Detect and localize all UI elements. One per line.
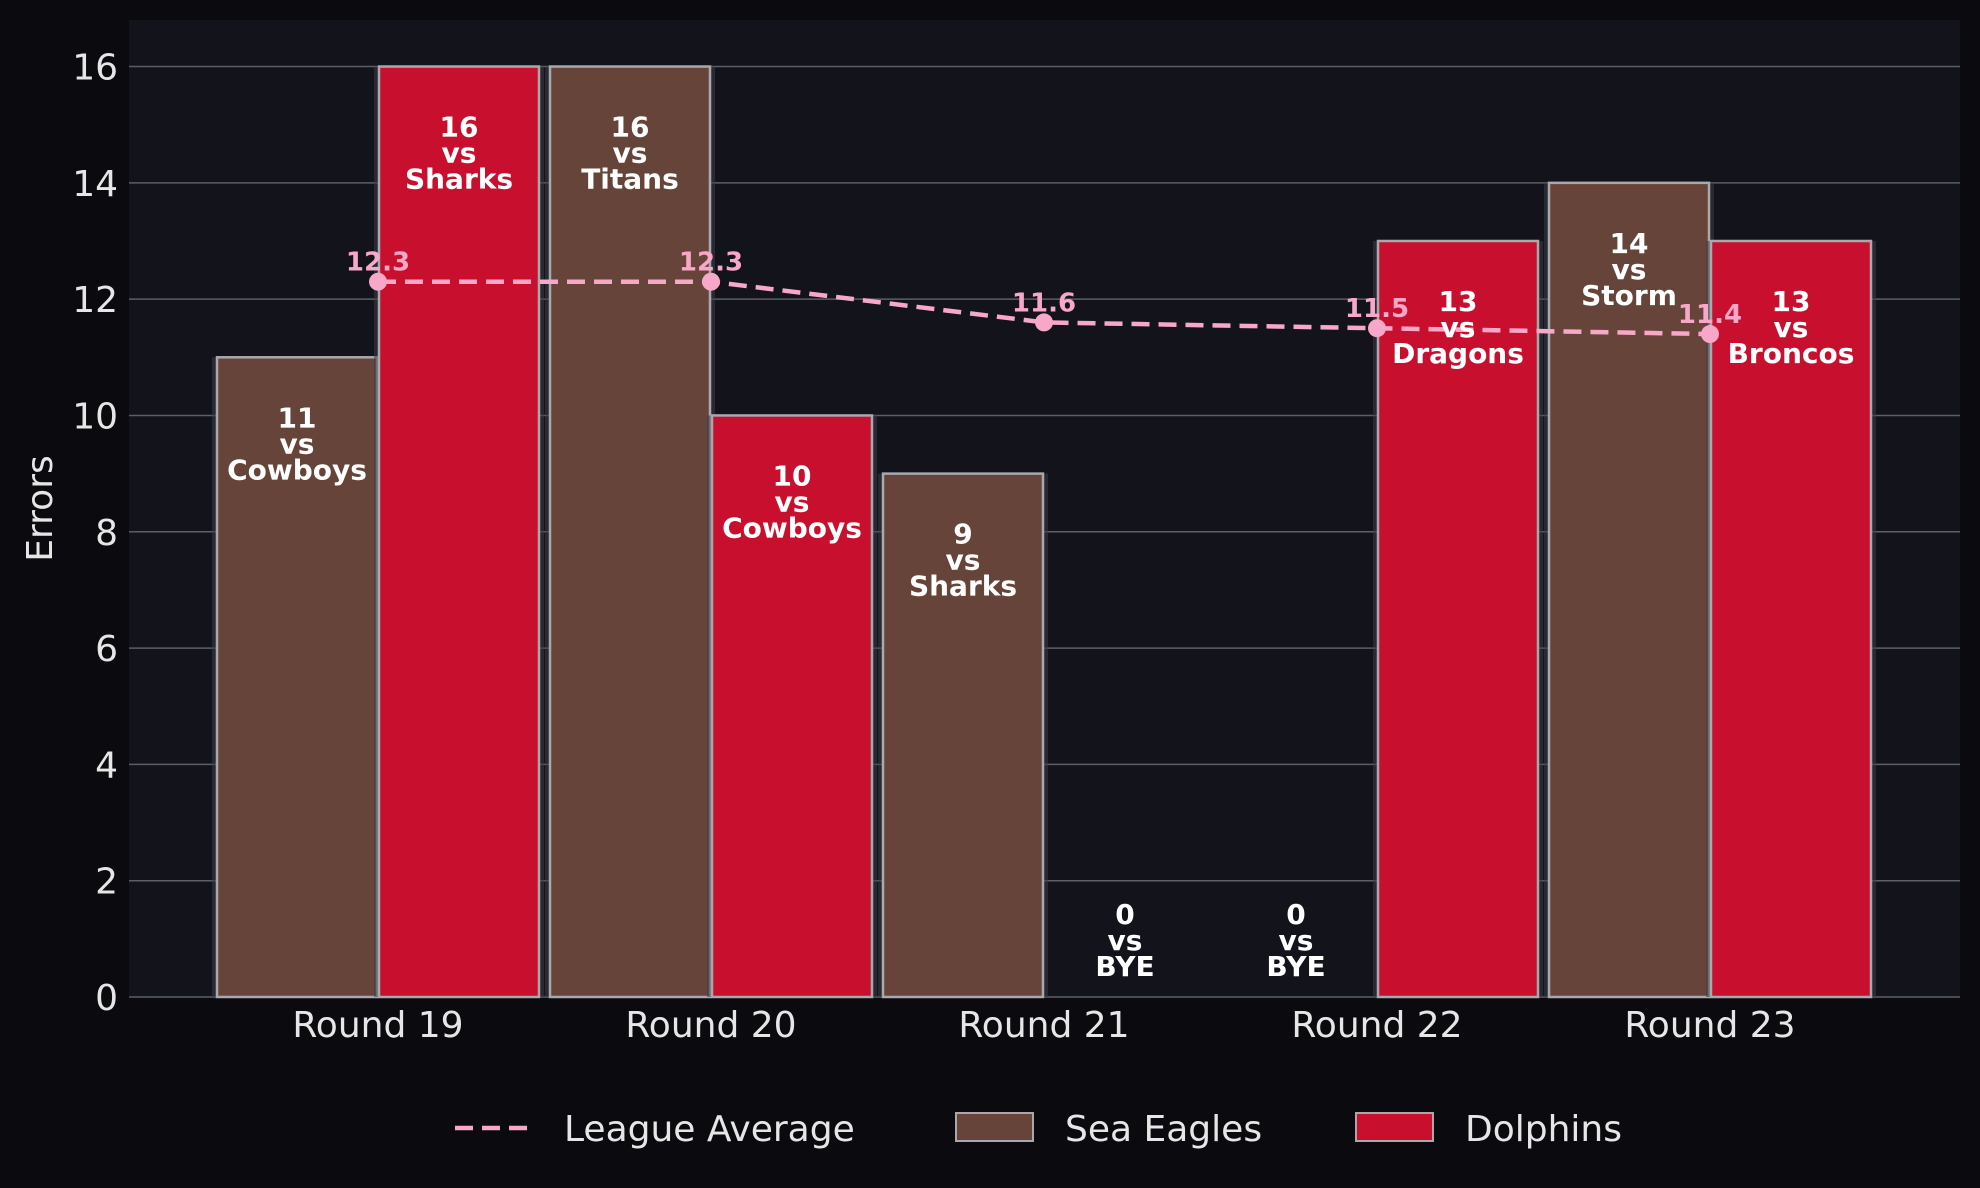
bar-vs-label: vs bbox=[280, 427, 315, 460]
league-average-point bbox=[1368, 319, 1386, 338]
bar-value-label: 13 bbox=[1772, 285, 1811, 318]
bars bbox=[212, 65, 1876, 999]
y-tick-label: 12 bbox=[72, 280, 118, 321]
bar-opponent-label: BYE bbox=[1095, 950, 1154, 983]
y-tick-label: 8 bbox=[95, 513, 118, 554]
bar-value-label: 11 bbox=[278, 401, 317, 434]
bar-value-label: 13 bbox=[1439, 285, 1478, 318]
league-average-value-label: 12.3 bbox=[346, 248, 410, 278]
league-average-path bbox=[378, 279, 1711, 337]
bar-vs-label: vs bbox=[613, 137, 648, 170]
y-tick-label: 14 bbox=[72, 164, 118, 205]
x-tick-label: Round 19 bbox=[292, 1005, 463, 1046]
league-average-line: 12.3 12.3 11.6 11.5 11.4 bbox=[346, 248, 1742, 344]
y-tick-label: 0 bbox=[95, 978, 118, 1019]
x-tick-label: Round 22 bbox=[1291, 1005, 1462, 1046]
league-average-value-label: 11.5 bbox=[1345, 294, 1409, 324]
bar-value-label: 14 bbox=[1610, 227, 1649, 260]
bar-opponent-label: Cowboys bbox=[227, 453, 367, 486]
bar-opponent-label: Dragons bbox=[1392, 337, 1524, 370]
x-tick-label: Round 23 bbox=[1624, 1005, 1795, 1046]
y-tick-label: 6 bbox=[95, 629, 118, 670]
legend: League Average Sea Eagles Dolphins bbox=[455, 1109, 1622, 1150]
y-tick-label: 16 bbox=[72, 48, 118, 89]
bar-value-label: 10 bbox=[773, 459, 812, 492]
x-tick-label: Round 20 bbox=[625, 1005, 796, 1046]
league-average-value-label: 12.3 bbox=[679, 248, 743, 278]
legend-swatch-sea-eagles bbox=[955, 1112, 1034, 1142]
league-average-point bbox=[1035, 313, 1053, 332]
y-tick-label: 2 bbox=[95, 862, 118, 903]
bar-sea-eagles bbox=[881, 472, 1045, 999]
legend-label: Sea Eagles bbox=[1065, 1109, 1262, 1150]
y-tick-label: 4 bbox=[95, 745, 118, 786]
league-average-value-label: 11.6 bbox=[1012, 288, 1076, 318]
bar-vs-label: vs bbox=[1279, 924, 1314, 957]
bar-vs-label: vs bbox=[442, 137, 477, 170]
bar-labels: 11vsCowboys16vsTitans9vsSharks0vsBYE14vs… bbox=[227, 111, 1854, 983]
bar-value-label: 0 bbox=[1286, 898, 1305, 931]
bar-opponent-label: Cowboys bbox=[722, 511, 862, 544]
bar-opponent-label: Sharks bbox=[405, 163, 513, 196]
league-average-point bbox=[369, 272, 387, 291]
bar-dolphins bbox=[377, 65, 541, 999]
league-average-point bbox=[702, 272, 720, 291]
bar-vs-label: vs bbox=[775, 485, 810, 518]
bar-value-label: 9 bbox=[953, 518, 972, 551]
legend-swatch-dolphins bbox=[1355, 1112, 1434, 1142]
legend-label: League Average bbox=[564, 1109, 855, 1150]
bar-value-label: 16 bbox=[440, 111, 479, 144]
legend-label: Dolphins bbox=[1465, 1109, 1622, 1150]
bar-vs-label: vs bbox=[946, 544, 981, 577]
bar-vs-label: vs bbox=[1441, 311, 1476, 344]
axes: 0 2 4 6 8 10 12 14 16 Errors Round 19 Round 20 Round… bbox=[20, 48, 1796, 1046]
bar-dolphins bbox=[1709, 239, 1873, 999]
y-axis-label: Errors bbox=[20, 455, 61, 562]
x-tick-label: Round 21 bbox=[958, 1005, 1129, 1046]
y-tick-label: 10 bbox=[72, 396, 118, 437]
league-average-value-label: 11.4 bbox=[1678, 300, 1742, 330]
bar-sea-eagles bbox=[1547, 181, 1711, 999]
bar-value-label: 0 bbox=[1115, 898, 1134, 931]
bar-opponent-label: Titans bbox=[581, 163, 679, 196]
league-average-point bbox=[1701, 325, 1719, 344]
bar-opponent-label: Sharks bbox=[909, 570, 1017, 603]
bar-opponent-label: Broncos bbox=[1728, 337, 1855, 370]
bar-dolphins bbox=[1376, 239, 1540, 999]
bar-sea-eagles bbox=[548, 65, 712, 999]
bar-opponent-label: Storm bbox=[1581, 279, 1677, 312]
bar-dolphins bbox=[710, 414, 874, 999]
bar-opponent-label: BYE bbox=[1266, 950, 1325, 983]
bar-sea-eagles bbox=[215, 356, 379, 999]
bar-vs-label: vs bbox=[1108, 924, 1143, 957]
bar-vs-label: vs bbox=[1612, 253, 1647, 286]
bar-vs-label: vs bbox=[1774, 311, 1809, 344]
bar-value-label: 16 bbox=[611, 111, 650, 144]
